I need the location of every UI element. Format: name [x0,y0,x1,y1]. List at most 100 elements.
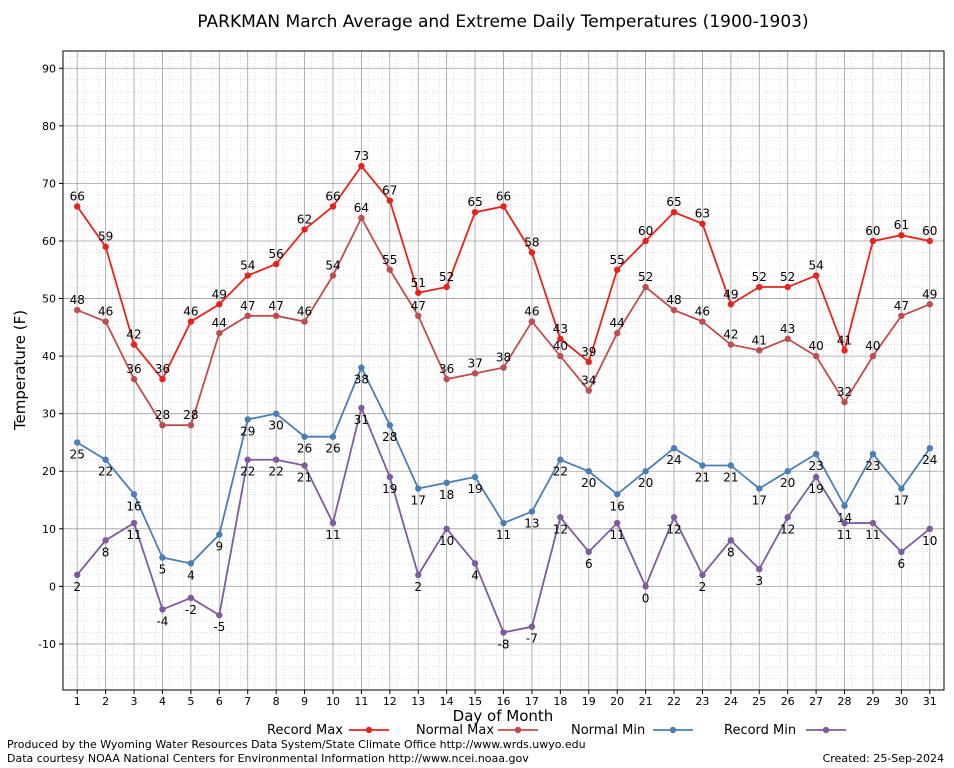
data-label: -2 [185,603,197,617]
data-label: 14 [837,511,852,525]
data-label: 11 [496,528,511,542]
data-point [812,450,820,458]
data-label: 16 [610,499,625,513]
data-label: 22 [98,465,113,479]
data-point [727,462,735,469]
data-label: 36 [126,362,141,376]
data-point [329,519,337,527]
data-point [784,335,791,343]
data-point [841,519,848,527]
data-label: 20 [638,476,653,490]
data-label: 16 [126,499,141,513]
data-label: 17 [411,494,426,508]
data-point [130,519,138,527]
x-tick-label: 14 [440,695,454,708]
data-point [557,514,564,521]
x-tick-label: 16 [497,695,511,708]
legend-swatch-marker [514,726,522,734]
data-point [500,203,507,210]
data-point [528,318,536,325]
data-point [926,525,933,533]
data-label: 66 [70,189,85,203]
data-point [642,283,649,291]
data-point [500,629,507,636]
data-point [642,237,649,245]
data-label: 18 [439,488,454,502]
data-point [557,335,564,343]
data-point [443,375,450,383]
data-point [244,456,251,463]
data-label: 61 [894,218,909,232]
legend-label: Normal Min [571,723,645,738]
data-point [784,514,791,521]
data-label: 4 [187,568,195,582]
x-tick-label: 28 [838,695,852,708]
data-label: 66 [325,189,340,203]
data-point [557,352,564,360]
data-point [187,318,195,325]
data-point [670,208,678,216]
data-label: 65 [467,195,482,209]
data-label: 4 [471,568,479,582]
data-label: 24 [922,453,937,467]
data-label: 66 [496,189,511,203]
data-label: 11 [865,528,880,542]
data-point [727,537,735,544]
data-point [869,519,877,527]
data-label: 55 [610,253,625,267]
data-point [613,266,621,273]
data-label: 63 [695,207,710,221]
data-label: 60 [638,224,653,238]
data-point [500,519,507,527]
data-point [358,404,365,412]
data-point [642,583,649,590]
legend-label: Record Min [724,723,796,738]
data-label: 26 [297,442,312,456]
data-label: 2 [414,580,422,594]
data-point [727,301,735,308]
data-label: 21 [723,470,738,484]
data-label: 3 [755,574,763,588]
data-point [471,473,479,481]
data-label: 8 [727,545,735,559]
data-point [74,439,81,446]
data-label: 5 [159,563,167,577]
data-point [216,329,223,337]
x-tick-label: 9 [301,695,308,708]
data-label: 46 [297,305,312,319]
data-label: 17 [894,494,909,508]
data-label: 58 [524,235,539,249]
y-tick-label: 40 [42,350,56,363]
data-point [415,485,422,492]
data-label: 26 [325,442,340,456]
data-label: 73 [354,149,369,163]
data-point [642,468,649,475]
x-tick-label: 6 [216,695,223,708]
data-point [784,283,791,291]
data-point [613,491,621,498]
data-point [926,445,933,452]
data-point [471,370,479,377]
data-point [358,162,365,170]
data-point [272,260,280,268]
data-label: 47 [894,299,909,313]
data-point [272,456,280,463]
y-tick-label: 90 [42,62,56,75]
data-label: 23 [808,459,823,473]
x-tick-label: 27 [809,695,823,708]
data-label: 37 [467,356,482,370]
footer-created-date: Created: 25-Sep-2024 [823,752,944,765]
data-point [585,358,592,366]
data-label: 31 [354,413,369,427]
data-point [812,473,820,481]
data-label: 52 [780,270,795,284]
data-label: 40 [808,339,823,353]
data-point [670,445,678,452]
data-label: 52 [638,270,653,284]
data-label: 51 [411,276,426,290]
data-point [869,237,877,245]
x-tick-label: 25 [752,695,766,708]
x-tick-label: 5 [187,695,194,708]
data-point [841,502,848,509]
